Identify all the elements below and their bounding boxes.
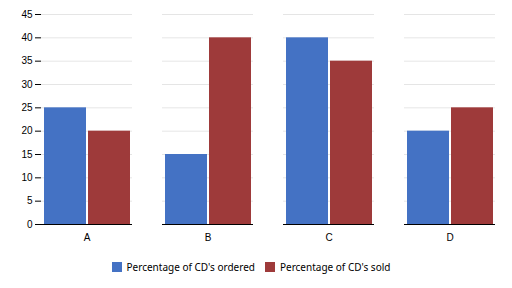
svg-text:B: B (205, 232, 212, 243)
svg-text:0: 0 (27, 219, 33, 230)
svg-text:D: D (446, 232, 453, 243)
svg-text:30: 30 (21, 79, 33, 90)
html-text:Percentage of CD's ordered: Percentage of CD's ordered (126, 259, 255, 274)
svg-text:20: 20 (21, 125, 33, 136)
svg-text:15: 15 (21, 149, 33, 160)
svg-text:5: 5 (27, 195, 33, 206)
html-text:Percentage of CD's sold: Percentage of CD's sold (280, 259, 391, 274)
svg-text:10: 10 (21, 172, 33, 183)
svg-text:45: 45 (21, 9, 33, 20)
svg-text:C: C (325, 232, 332, 243)
svg-text:40: 40 (21, 32, 33, 43)
svg-text:A: A (84, 232, 91, 243)
svg-text:35: 35 (21, 55, 33, 66)
svg-text:25: 25 (21, 102, 33, 113)
